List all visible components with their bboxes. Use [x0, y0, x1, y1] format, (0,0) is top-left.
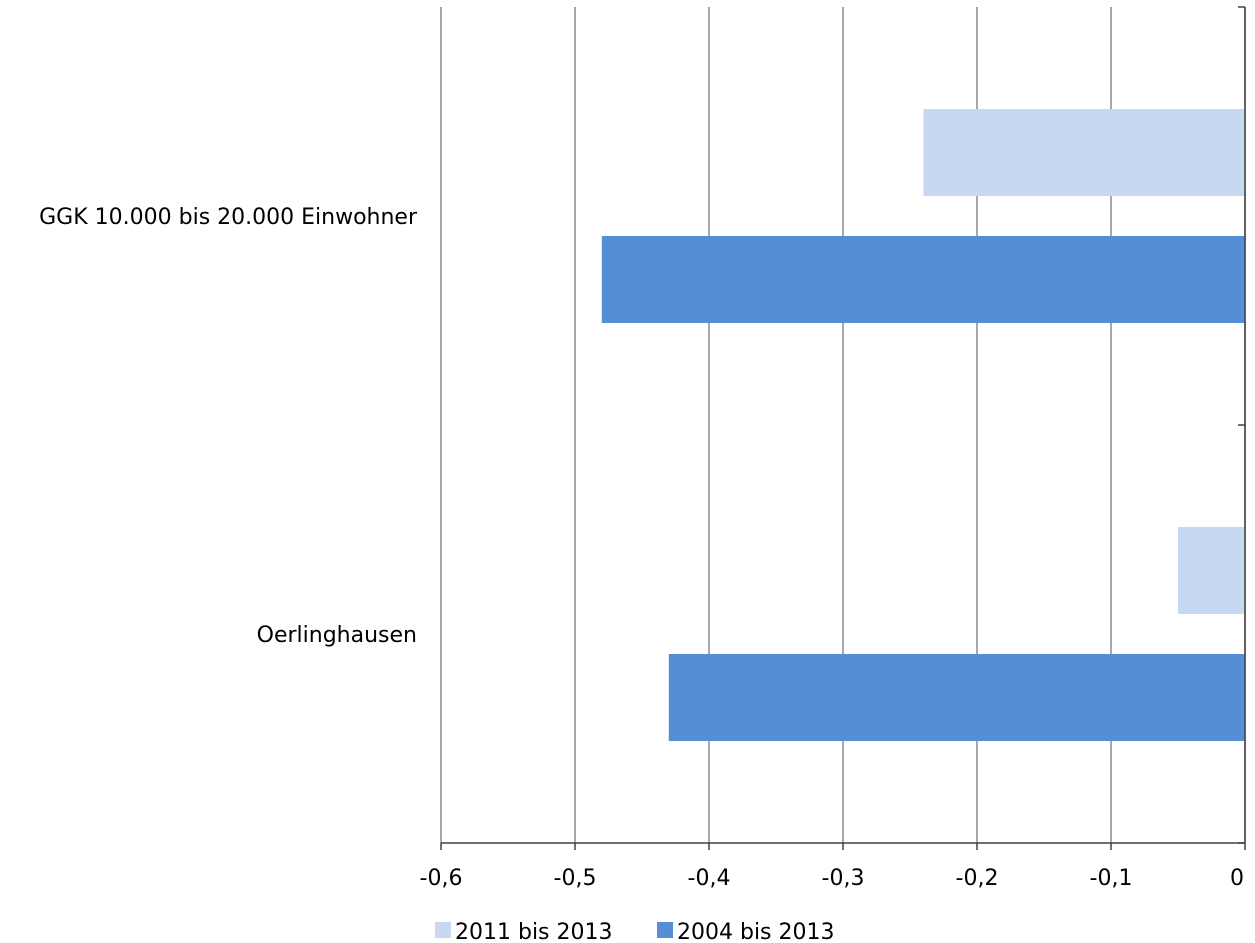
category-label: Oerlinghausen	[257, 623, 417, 648]
axes	[440, 6, 1246, 850]
bar-series-1-oerlinghausen	[1178, 527, 1245, 614]
bars	[601, 109, 1245, 741]
x-tick-label: -0,6	[420, 866, 463, 891]
bar-series-2-ggk	[601, 236, 1245, 323]
legend: 2011 bis 2013 2004 bis 2013	[435, 920, 835, 943]
x-tick-label: -0,3	[822, 866, 865, 891]
legend-label-2: 2004 bis 2013	[677, 920, 835, 943]
x-tick-label: -0,4	[688, 866, 731, 891]
legend-label-1: 2011 bis 2013	[455, 920, 613, 943]
category-labels: GGK 10.000 bis 20.000 Einwohner Oerlingha…	[39, 205, 418, 648]
legend-swatch-2	[657, 922, 673, 938]
legend-swatch-1	[435, 922, 451, 938]
bar-series-1-ggk	[923, 109, 1245, 196]
x-tick-labels: -0,6 -0,5 -0,4 -0,3 -0,2 -0,1 0	[420, 866, 1244, 891]
x-tick-label: -0,2	[956, 866, 999, 891]
category-label: GGK 10.000 bis 20.000 Einwohner	[39, 205, 418, 230]
x-tick-label: 0	[1230, 866, 1244, 891]
bar-series-2-oerlinghausen	[668, 654, 1245, 741]
x-tick-label: -0,5	[554, 866, 597, 891]
x-tick-label: -0,1	[1090, 866, 1133, 891]
